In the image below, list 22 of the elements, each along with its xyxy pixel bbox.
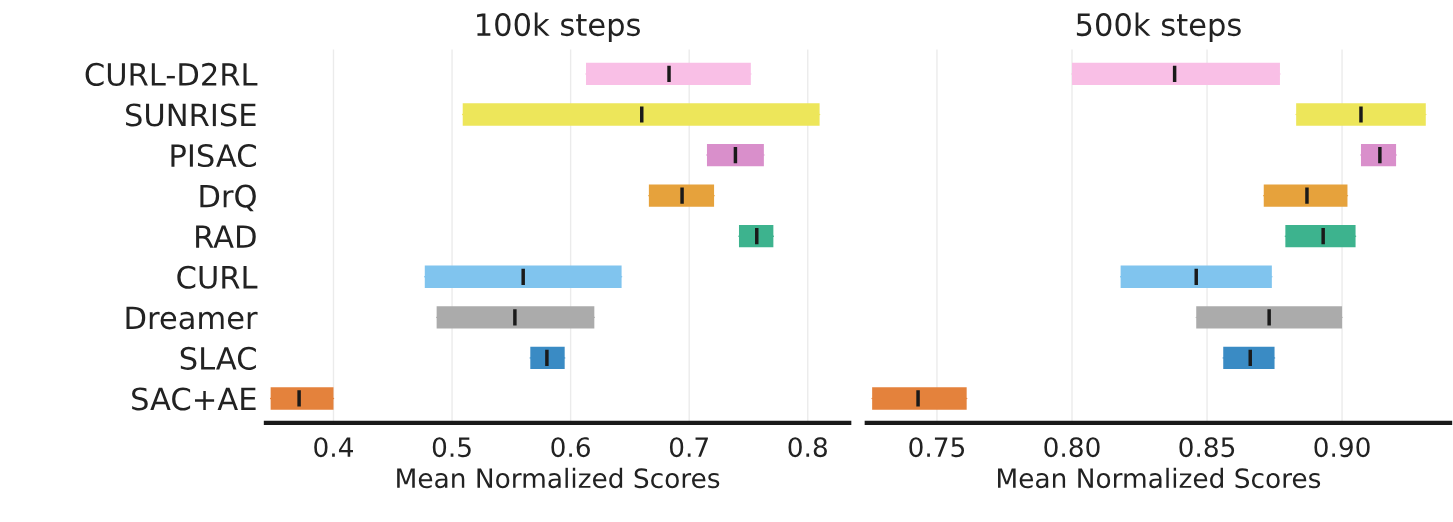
x-tick-label: 0.7 — [669, 437, 708, 458]
x-tick-label: 0.85 — [1179, 437, 1235, 458]
x-tick-label: 0.80 — [1044, 437, 1100, 458]
x-axis-title: Mean Normalized Scores — [998, 467, 1321, 489]
y-tick-label: SLAC — [180, 346, 256, 370]
y-tick-label: SUNRISE — [126, 103, 256, 127]
x-tick-label: 0.8 — [788, 437, 827, 458]
x-tick-label: 0.6 — [551, 437, 590, 458]
x-axis-title: Mean Normalized Scores — [397, 467, 720, 489]
y-tick-label: SAC+AE — [132, 387, 256, 411]
x-tick-label: 0.5 — [432, 437, 471, 458]
y-tick-label: RAD — [196, 225, 256, 248]
x-tick-label: 0.90 — [1314, 437, 1370, 458]
y-tick-label: CURL-D2RL — [85, 62, 258, 86]
chart-title: 100k steps — [477, 12, 640, 43]
x-tick-label: 0.4 — [314, 437, 353, 458]
chart-title: 500k steps — [1076, 12, 1241, 43]
y-tick-label: Dreamer — [126, 306, 258, 330]
x-tick-label: 0.75 — [909, 437, 965, 458]
y-tick-label: PISAC — [171, 144, 256, 168]
y-tick-label: DrQ — [200, 184, 256, 212]
y-tick-label: CURL — [177, 265, 258, 289]
